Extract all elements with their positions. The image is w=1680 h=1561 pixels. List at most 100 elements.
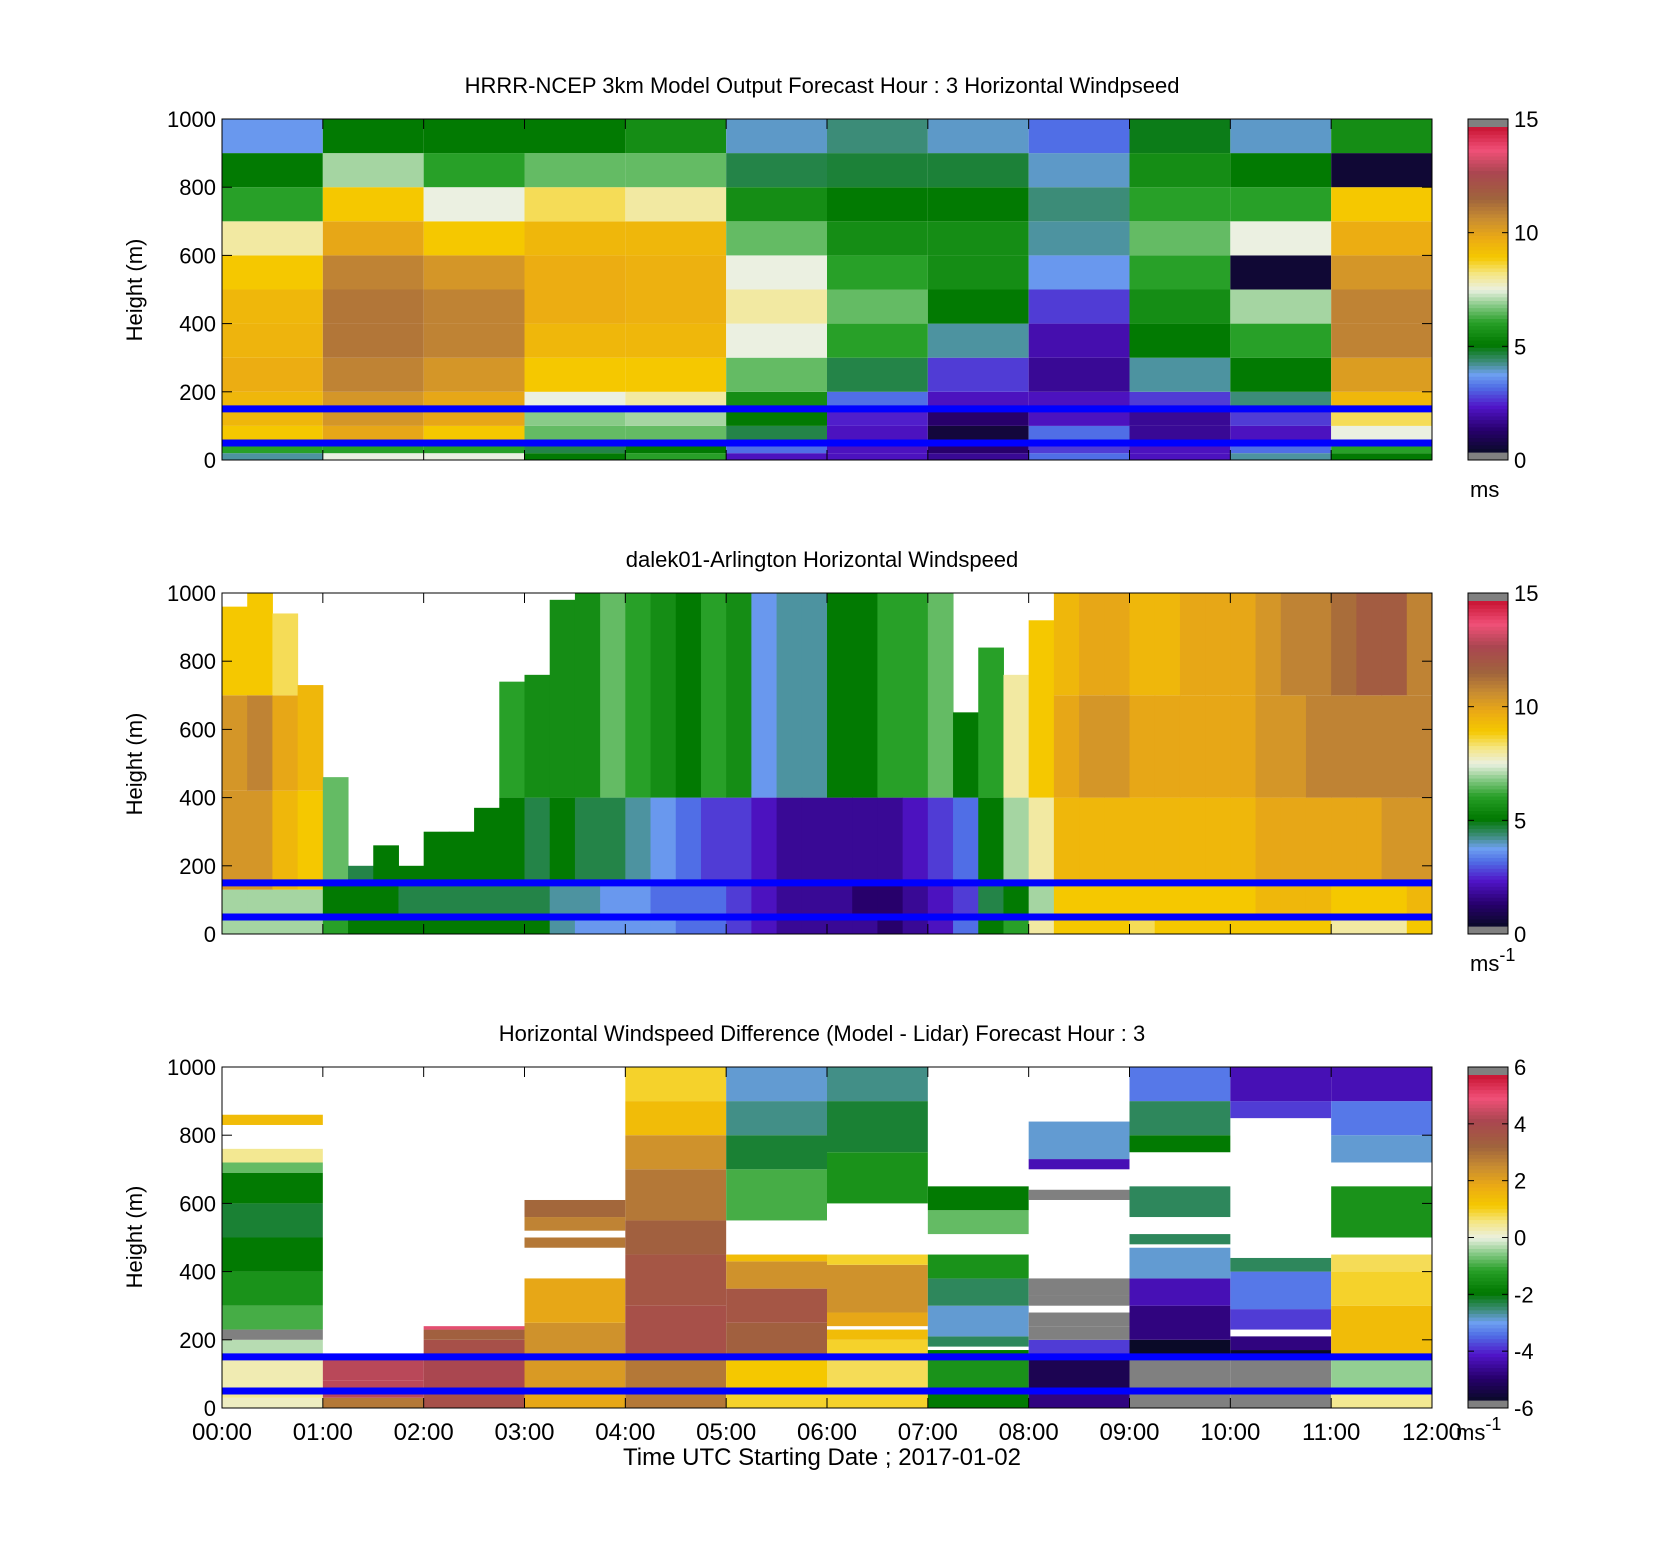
x-tick-label: 04:00 [595,1419,655,1446]
x-tick-label: 00:00 [192,1419,252,1446]
colorbar-segment [1468,633,1508,638]
heatmap-cell [978,647,1004,798]
colorbar-segment [1468,691,1508,696]
colorbar-segment [1468,1385,1508,1390]
heatmap-cell [222,1397,323,1408]
heatmap-cell [1129,187,1231,222]
colorbar-segment [1468,170,1508,175]
heatmap-cell [1356,695,1383,798]
colorbar-segment [1468,1140,1508,1145]
heatmap-cell [373,845,399,883]
colorbar-segment [1468,1212,1508,1217]
colorbar-segment [1468,444,1508,449]
colorbar-segment [1468,1396,1508,1401]
colorbar-cap [1468,926,1508,934]
colorbar-segment [1468,1266,1508,1271]
heatmap-cell [1028,797,1055,883]
heatmap-cell [1331,357,1432,392]
heatmap-cell [474,807,500,883]
heatmap-cell [1305,695,1332,798]
colorbar-segment [1468,781,1508,786]
heatmap-cell [222,357,323,392]
colorbar-segment [1468,738,1508,743]
colorbar-segment [1468,839,1508,844]
heatmap-cell [373,916,399,934]
colorbar-segment [1468,387,1508,392]
heatmap-cell [1331,1254,1432,1272]
heatmap-cell [1129,446,1231,454]
heatmap-cell [448,916,475,934]
colorbar-segment [1468,702,1508,707]
colorbar-segment [1468,1093,1508,1098]
colorbar-segment [1468,1125,1508,1130]
heatmap-cell [1028,1339,1130,1357]
heatmap-cell [423,289,525,324]
heatmap-cell [423,187,525,222]
heatmap-cell [751,882,778,917]
colorbar-segment [1468,1078,1508,1083]
heatmap-cell [1230,797,1257,883]
heatmap-cell [927,425,1029,440]
heatmap-cell [726,916,752,934]
heatmap-cell [297,790,324,890]
colorbar-segment [1468,1262,1508,1267]
colorbar-segment [1468,246,1508,251]
y-tick-label: 1000 [167,1055,216,1080]
heatmap-cell [1255,882,1282,917]
colorbar-segment [1468,1277,1508,1282]
colorbar-segment [1468,159,1508,164]
colorbar-segment [1468,1244,1508,1249]
colorbar-cap [1468,1400,1508,1408]
heatmap-cell [1230,1067,1332,1102]
heatmap-cell [902,593,929,798]
heatmap-cell [1381,695,1408,798]
heatmap-cell [877,797,904,883]
colorbar-segment [1468,394,1508,399]
colorbar-segment [1468,821,1508,826]
heatmap-cell [1129,1101,1231,1136]
heatmap-cell [827,453,928,460]
colorbar: 0 5 10 15 ms [1467,107,1538,502]
colorbar-segment [1468,1194,1508,1199]
colorbar-segment [1468,289,1508,294]
heatmap-cell [524,153,626,188]
heatmap-cell [322,916,349,934]
heatmap-cell [1205,797,1231,883]
heatmap-cell [726,882,752,917]
heatmap-cell [927,153,1029,188]
heatmap-cell [222,1114,323,1125]
colorbar-segment [1468,893,1508,898]
heatmap-cell [1331,391,1432,409]
heatmap-cell [1280,593,1307,696]
heatmap-cell [1280,797,1307,883]
colorbar-segment [1468,163,1508,168]
y-tick-label: 200 [179,854,216,879]
colorbar-segment [1468,1356,1508,1361]
heatmap-cell [776,797,803,883]
colorbar-segment [1468,173,1508,179]
heatmap-cell [549,599,576,798]
heatmap-cell [348,865,374,883]
heatmap-cell [1129,1186,1231,1218]
colorbar-segment [1468,1197,1508,1202]
colorbar-unit-exponent: -1 [1499,945,1515,965]
colorbar: 0 5 10 15 ms-1 [1467,581,1538,976]
heatmap-cell [1255,916,1282,934]
heatmap-cell [650,593,677,798]
colorbar-segment [1468,1313,1508,1318]
heatmap-cell [1129,153,1231,188]
heatmap-cell [650,797,677,883]
heatmap-cell [1356,916,1383,934]
colorbar-segment [1468,615,1508,620]
heatmap-cell [322,289,424,324]
colorbar-segment [1468,647,1508,653]
heatmap-cell [322,391,424,409]
heatmap-cell [423,916,450,934]
heatmap-cell [625,357,727,392]
heatmap-cell [1331,425,1432,440]
heatmap-cell [398,882,425,917]
heatmap-cell [625,882,652,917]
heatmap-cell [222,323,323,358]
x-tick-label: 03:00 [494,1419,554,1446]
